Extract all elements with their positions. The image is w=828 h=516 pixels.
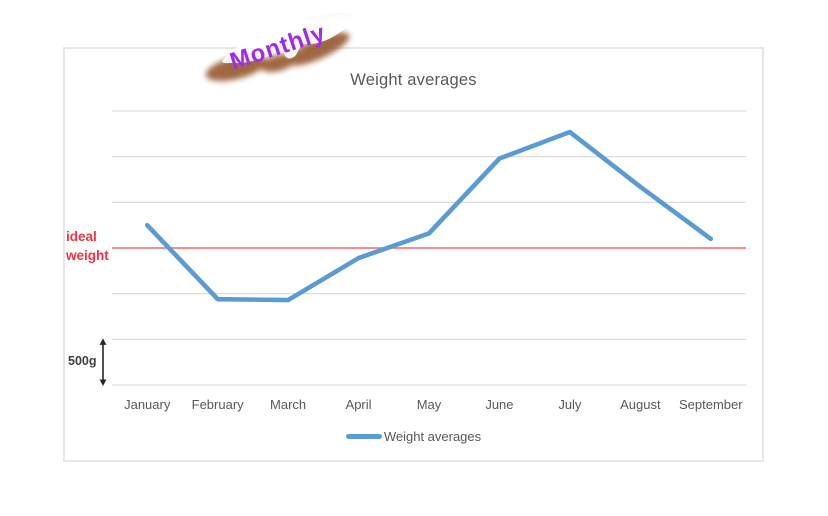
ideal-weight-label: ideal weight: [66, 228, 109, 265]
x-axis-label-february: February: [191, 397, 244, 412]
torn-ribbon-icon: [205, 12, 355, 82]
legend: Weight averages: [65, 429, 762, 444]
x-axis-label-april: April: [345, 397, 372, 412]
x-axis-label-july: July: [558, 397, 582, 412]
x-axis-label-may: May: [416, 397, 442, 412]
ideal-weight-label-line2: weight: [66, 247, 109, 263]
x-axis-label-march: March: [270, 397, 307, 412]
weight-averages-series-line: [144, 129, 714, 303]
scale-arrow-down-icon: [99, 379, 107, 386]
legend-label: Weight averages: [383, 429, 482, 444]
x-axis-label-january: January: [124, 397, 171, 412]
x-axis: January February March April May June July Augu…: [65, 397, 762, 413]
chart-title: Weight averages: [350, 71, 477, 89]
scale-arrow-up-icon: [99, 338, 107, 345]
x-axis-label-september: September: [678, 397, 743, 412]
monthly-sticker: Monthly: [198, 6, 358, 94]
x-axis-label-june: June: [485, 397, 514, 412]
plot-area: [99, 110, 746, 386]
legend-line-swatch-icon: [345, 434, 382, 439]
x-axis-label-august: August: [620, 397, 661, 412]
scale-500g-label: 500g: [68, 354, 97, 368]
chart-frame: Weight averages ideal weight 500g Januar…: [63, 47, 764, 462]
ideal-weight-label-line1: ideal: [66, 229, 97, 244]
